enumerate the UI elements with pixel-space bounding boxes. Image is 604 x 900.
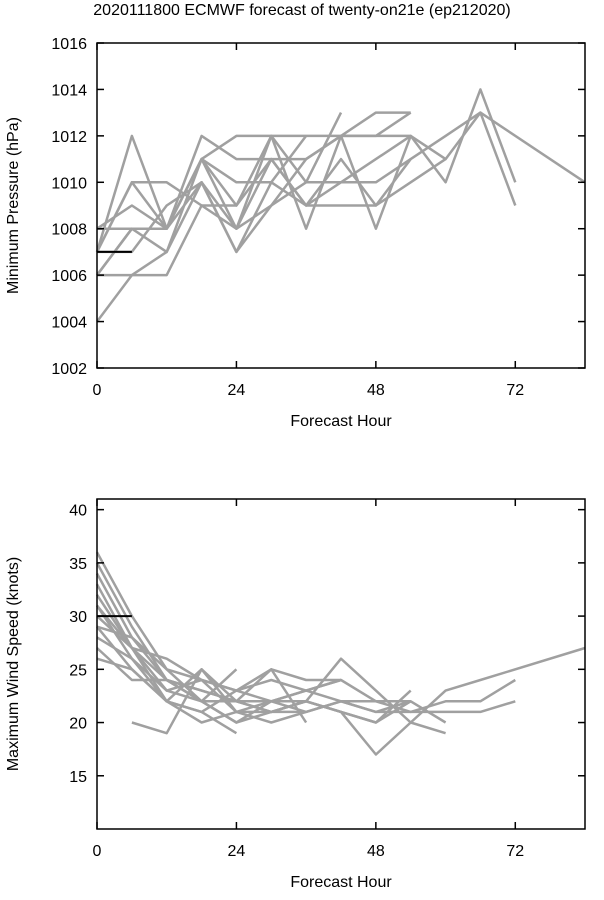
x-tick-label: 72 (506, 843, 524, 860)
y-tick-label: 40 (69, 503, 87, 520)
ensemble-member-line (95, 562, 412, 724)
y-tick-label: 20 (69, 716, 87, 733)
x-tick-label: 24 (228, 382, 246, 399)
y-tick-label: 1002 (51, 361, 87, 378)
y-tick-label: 1006 (51, 268, 87, 285)
y-axis-title: Maximum Wind Speed (knots) (5, 557, 22, 771)
x-axis-title: Forecast Hour (290, 413, 392, 430)
y-tick-label: 15 (69, 769, 87, 786)
x-tick-label: 24 (228, 843, 246, 860)
x-tick-label: 48 (367, 382, 385, 399)
y-axis-title: Minimum Pressure (hPa) (5, 117, 22, 294)
y-tick-label: 1008 (51, 222, 87, 239)
ensemble-member-line (131, 668, 412, 735)
ensemble-member-line (96, 636, 238, 703)
ensemble-member-line (96, 615, 447, 724)
y-tick-label: 1010 (51, 175, 87, 192)
y-tick-label: 1004 (51, 315, 87, 332)
y-tick-label: 1012 (51, 129, 87, 146)
y-tick-label: 30 (69, 609, 87, 626)
chart-panel-pressure: 0 24 48 72 1002 1004 1006 1008 1010 1012 1014 1016 F… (5, 36, 586, 430)
page-title: 2020111800 ECMWF forecast of twenty-on21… (93, 2, 511, 19)
x-axis-title: Forecast Hour (290, 874, 392, 891)
y-tick-label: 25 (69, 662, 87, 679)
x-tick-label: 72 (506, 382, 524, 399)
y-tick-label: 35 (69, 556, 87, 573)
plot-frame (96, 42, 586, 369)
ensemble-member-line (96, 111, 412, 230)
x-tick-label: 0 (93, 382, 102, 399)
ensemble-member-line (97, 157, 447, 230)
y-tick-label: 1016 (51, 36, 87, 53)
x-tick-label: 48 (367, 843, 385, 860)
ensemble-member-line (96, 625, 341, 703)
plot-frame (96, 498, 586, 830)
chart-panel-wind: 0 24 48 72 15 20 25 30 35 40 Forecast Hour Maximum … (5, 498, 586, 891)
ensemble-member-line (96, 88, 517, 276)
ensemble-member-line (96, 111, 517, 323)
x-tick-label: 0 (93, 843, 102, 860)
y-tick-label: 1014 (51, 82, 87, 99)
ensemble-member-line (95, 594, 586, 756)
